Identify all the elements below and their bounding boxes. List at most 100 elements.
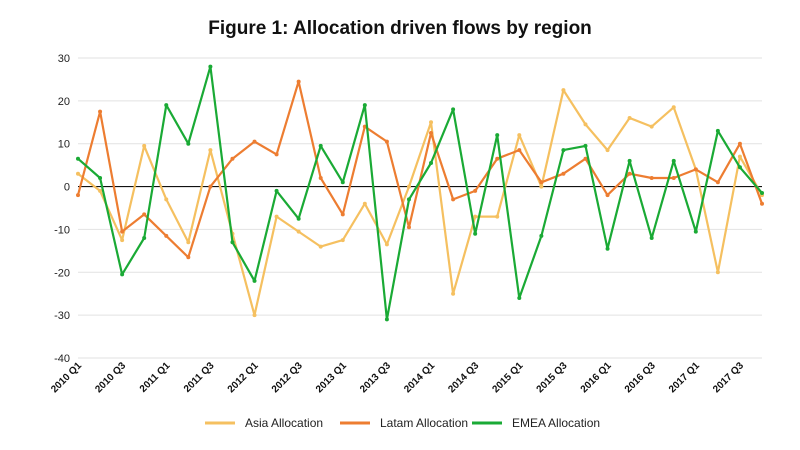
emea-allocation-point [451, 107, 456, 112]
latam-allocation-point [406, 225, 411, 230]
emea-allocation-point [384, 317, 389, 322]
latam-allocation-legend-label: Latam Allocation [380, 416, 468, 430]
asia-allocation-line [77, 88, 763, 317]
asia-allocation-point [340, 238, 345, 243]
chart-title: Figure 1: Allocation driven flows by reg… [208, 18, 592, 39]
emea-allocation-point [76, 156, 80, 161]
latam-allocation-point [715, 180, 720, 185]
latam-allocation-point [539, 180, 544, 185]
asia-allocation-point [539, 184, 544, 189]
x-tick-label: 2017 Q1 [667, 360, 702, 395]
asia-allocation-point [627, 116, 632, 120]
asia-allocation-point [208, 148, 213, 153]
emea-allocation-point [605, 246, 610, 251]
latam-allocation-point [605, 193, 610, 198]
latam-allocation-point [230, 156, 235, 161]
asia-allocation-point [583, 122, 588, 127]
emea-allocation-point [737, 165, 742, 170]
latam-allocation-point [429, 131, 434, 135]
x-tick-label: 2015 Q3 [535, 360, 570, 395]
latam-allocation-point [164, 233, 169, 238]
emea-allocation-point [230, 240, 235, 245]
emea-allocation-point [208, 64, 213, 69]
y-tick-label: -30 [54, 310, 70, 322]
latam-allocation-point [384, 139, 389, 144]
emea-allocation-point [473, 231, 478, 236]
asia-allocation-point [274, 214, 279, 219]
emea-allocation-point [760, 191, 764, 195]
x-tick-label: 2014 Q3 [446, 360, 481, 395]
latam-allocation-point [627, 171, 632, 176]
asia-allocation-point [120, 238, 125, 243]
y-tick-label: 20 [58, 96, 70, 108]
emea-allocation-point [693, 229, 698, 234]
asia-allocation-point [429, 120, 434, 125]
series-group [76, 64, 764, 322]
asia-allocation-point [296, 229, 301, 234]
emea-allocation-legend-label: EMEA Allocation [512, 416, 600, 430]
emea-allocation-point [517, 296, 522, 300]
latam-allocation-line [76, 80, 764, 259]
emea-allocation-point [583, 143, 588, 148]
asia-allocation-point [561, 88, 566, 93]
asia-allocation-point [605, 148, 610, 153]
asia-allocation-point [671, 105, 676, 110]
emea-allocation-point [539, 233, 544, 238]
asia-allocation-point [318, 244, 323, 249]
asia-allocation-point [142, 143, 147, 148]
emea-allocation-line [77, 65, 763, 321]
asia-allocation-legend-label: Asia Allocation [245, 416, 323, 430]
emea-allocation-point [429, 161, 434, 165]
latam-allocation-point [451, 197, 456, 202]
emea-allocation-point [649, 236, 654, 240]
y-tick-label: -20 [54, 267, 70, 279]
emea-allocation-point [274, 188, 279, 193]
x-axis-ticks: 2010 Q1 2010 Q3 2011 Q1 2011 Q3 2012 Q1 2012 … [49, 360, 746, 395]
latam-allocation-point [671, 176, 676, 180]
gridlines [78, 57, 762, 359]
emea-allocation-point [252, 278, 257, 283]
x-tick-label: 2016 Q1 [579, 360, 614, 395]
x-tick-label: 2010 Q1 [49, 360, 84, 395]
asia-allocation-point [164, 197, 169, 202]
x-tick-label: 2017 Q3 [711, 360, 746, 395]
x-tick-label: 2011 Q1 [138, 360, 173, 395]
legend: Asia Allocation Latam Allocation EMEA Allo… [205, 416, 600, 430]
x-tick-label: 2011 Q3 [182, 360, 217, 395]
asia-allocation-point [715, 270, 720, 275]
latam-allocation-point [495, 156, 500, 161]
y-tick-label: 30 [58, 53, 70, 65]
asia-allocation-point [362, 201, 367, 206]
y-tick-label: 10 [58, 139, 70, 151]
emea-allocation-point [340, 180, 345, 185]
emea-allocation-point [406, 197, 411, 202]
emea-allocation-point [120, 272, 125, 277]
emea-allocation-point [142, 236, 147, 240]
emea-allocation-point [318, 143, 323, 148]
y-axis-ticks: 30 20 10 0 -10 -20 -30 -40 [54, 53, 70, 365]
latam-allocation-point [318, 176, 323, 180]
x-tick-label: 2013 Q3 [358, 360, 393, 395]
asia-allocation-point [451, 291, 456, 296]
y-tick-label: -40 [54, 353, 70, 365]
latam-allocation-point [583, 156, 588, 161]
emea-allocation-point [715, 128, 720, 133]
emea-allocation-point [362, 103, 367, 108]
x-tick-label: 2012 Q3 [270, 360, 305, 395]
latam-allocation-point [760, 201, 764, 206]
latam-allocation-point [208, 184, 213, 189]
x-tick-label: 2010 Q3 [93, 360, 128, 395]
x-tick-label: 2013 Q1 [314, 360, 349, 395]
latam-allocation-point [561, 171, 566, 176]
emea-allocation-point [671, 158, 676, 163]
x-tick-label: 2014 Q1 [402, 360, 437, 395]
emea-allocation-point [98, 176, 103, 180]
asia-allocation-point [737, 154, 742, 159]
latam-allocation-point [274, 152, 279, 157]
asia-allocation-point [252, 313, 257, 318]
latam-allocation-point [76, 193, 80, 198]
asia-allocation-point [495, 214, 500, 219]
x-tick-label: 2016 Q3 [623, 360, 658, 395]
latam-allocation-point [142, 212, 147, 217]
